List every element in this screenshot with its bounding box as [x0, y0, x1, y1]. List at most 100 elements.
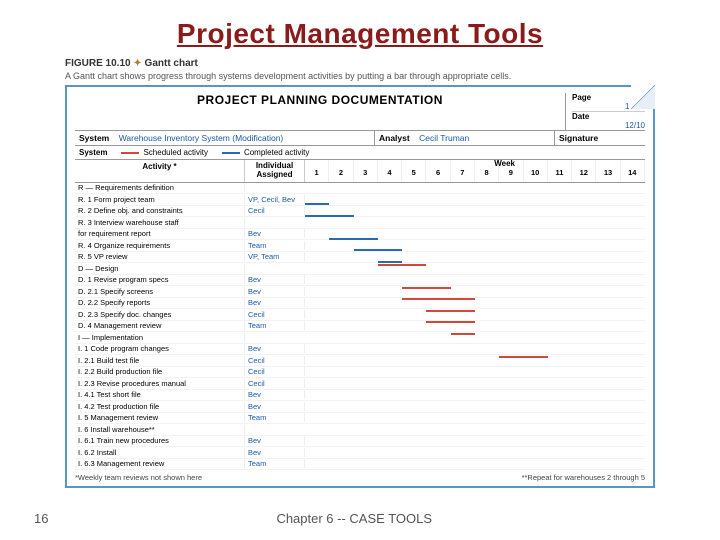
activity-cell: R. 1 Form project team	[75, 195, 245, 204]
assigned-cell: Bev	[245, 229, 305, 238]
activity-cell: I. 6 Install warehouse**	[75, 425, 245, 434]
activity-cell: I. 6.3 Management review	[75, 459, 245, 468]
week-cell: 1	[305, 160, 329, 182]
table-row: R. 5 VP reviewVP, Team	[75, 252, 645, 264]
figure-label: FIGURE 10.10 ✦ Gantt chart	[65, 58, 655, 69]
legend-scheduled-label: Scheduled activity	[143, 148, 207, 157]
assigned-cell: Team	[245, 459, 305, 468]
table-row: I. 6 Install warehouse**	[75, 424, 645, 436]
table-row: R. 2 Define obj. and constraintsCecil	[75, 206, 645, 218]
table-row: I. 2.2 Build production fileCecil	[75, 367, 645, 379]
activity-cell: I. 4.1 Test short file	[75, 390, 245, 399]
legend: System Scheduled activity Completed acti…	[75, 146, 645, 160]
activity-cell: D. 2.1 Specify screens	[75, 287, 245, 296]
week-label: Week	[494, 159, 515, 168]
activity-cell: I. 5 Management review	[75, 413, 245, 422]
activity-cell: R. 4 Organize requirements	[75, 241, 245, 250]
date-label: Date	[572, 112, 589, 121]
date-value: 12/10	[572, 121, 645, 130]
analyst-label: Analyst	[379, 133, 410, 143]
table-row: I. 4.2 Test production fileBev	[75, 401, 645, 413]
analyst-value: Cecil Truman	[419, 133, 469, 143]
table-row: D. 2.3 Specify doc. changesCecil	[75, 309, 645, 321]
gantt-bar	[305, 203, 329, 205]
document-title: PROJECT PLANNING DOCUMENTATION	[75, 93, 565, 107]
activity-cell: I. 6.1 Train new procedures	[75, 436, 245, 445]
gantt-rows: R — Requirements definitionR. 1 Form pro…	[75, 183, 645, 471]
gantt-bar	[378, 264, 427, 266]
assigned-cell: Cecil	[245, 367, 305, 376]
assigned-cell: Cecil	[245, 206, 305, 215]
activity-cell: I. 2.3 Revise procedures manual	[75, 379, 245, 388]
table-row: for requirement reportBev	[75, 229, 645, 241]
gantt-bar	[451, 333, 475, 335]
gantt-bar	[426, 321, 475, 323]
week-cell: 7	[451, 160, 475, 182]
assigned-cell: Bev	[245, 436, 305, 445]
system-value: Warehouse Inventory System (Modification…	[119, 133, 284, 143]
week-cell: 12	[572, 160, 596, 182]
activity-cell: D. 4 Management review	[75, 321, 245, 330]
week-cell: 4	[378, 160, 402, 182]
footnotes: *Weekly team reviews not shown here **Re…	[75, 470, 645, 482]
table-row: I. 6.3 Management reviewTeam	[75, 459, 645, 471]
assigned-cell: Team	[245, 321, 305, 330]
system-label-2: System	[79, 148, 107, 157]
legend-scheduled: Scheduled activity	[121, 148, 207, 157]
table-row: R. 3 Interview warehouse staff	[75, 217, 645, 229]
activity-cell: I. 4.2 Test production file	[75, 402, 245, 411]
table-row: D. 2.2 Specify reportsBev	[75, 298, 645, 310]
table-row: I. 5 Management reviewTeam	[75, 413, 645, 425]
table-row: I. 6.2 InstallBev	[75, 447, 645, 459]
week-cell: 2	[329, 160, 353, 182]
assigned-cell: Team	[245, 241, 305, 250]
gantt-bar	[402, 298, 475, 300]
assigned-cell: Bev	[245, 390, 305, 399]
table-row: I. 2.3 Revise procedures manualCecil	[75, 378, 645, 390]
assigned-cell: Bev	[245, 344, 305, 353]
page-number: 16	[0, 511, 48, 526]
activity-cell: R. 5 VP review	[75, 252, 245, 261]
table-row: I. 1 Code program changesBev	[75, 344, 645, 356]
figure-caption: A Gantt chart shows progress through sys…	[65, 71, 655, 81]
signature-label: Signature	[559, 133, 598, 143]
week-cell: 10	[524, 160, 548, 182]
table-row: D. 4 Management reviewTeam	[75, 321, 645, 333]
gantt-chart: PROJECT PLANNING DOCUMENTATION Page 1 of…	[65, 85, 655, 488]
slide-footer: 16 Chapter 6 -- CASE TOOLS	[0, 511, 720, 526]
activity-cell: I — Implementation	[75, 333, 245, 342]
assigned-cell: VP, Cecil, Bev	[245, 195, 305, 204]
gantt-bar	[354, 249, 403, 251]
table-row: D. 2.1 Specify screensBev	[75, 286, 645, 298]
gantt-bar	[329, 238, 378, 240]
activity-cell: R. 2 Define obj. and constraints	[75, 206, 245, 215]
activity-cell: D. 1 Revise program specs	[75, 275, 245, 284]
figure-name: Gantt chart	[145, 58, 198, 69]
activity-cell: I. 1 Code program changes	[75, 344, 245, 353]
header-info-row: System Warehouse Inventory System (Modif…	[75, 130, 645, 146]
table-row: I. 2.1 Build test fileCecil	[75, 355, 645, 367]
table-row: I — Implementation	[75, 332, 645, 344]
assigned-cell: Cecil	[245, 356, 305, 365]
star-icon: ✦	[133, 58, 141, 69]
activity-cell: D. 2.2 Specify reports	[75, 298, 245, 307]
week-cell: 13	[596, 160, 620, 182]
legend-completed: Completed activity	[222, 148, 309, 157]
activity-cell: for requirement report	[75, 229, 245, 238]
table-row: R. 4 Organize requirementsTeam	[75, 240, 645, 252]
scheduled-swatch	[121, 152, 139, 154]
page-label: Page	[572, 93, 591, 102]
figure-number: FIGURE 10.10	[65, 58, 131, 69]
page-corner-icon	[631, 85, 655, 109]
slide-title: Project Management Tools	[0, 0, 720, 58]
activity-cell: D. 2.3 Specify doc. changes	[75, 310, 245, 319]
col-activity: Activity *	[75, 160, 245, 182]
table-row: I. 6.1 Train new proceduresBev	[75, 436, 645, 448]
table-row: R. 1 Form project teamVP, Cecil, Bev	[75, 194, 645, 206]
assigned-cell: Bev	[245, 298, 305, 307]
table-row: D. 1 Revise program specsBev	[75, 275, 645, 287]
assigned-cell: Bev	[245, 287, 305, 296]
table-row: R — Requirements definition	[75, 183, 645, 195]
footnote-left: *Weekly team reviews not shown here	[75, 473, 202, 482]
week-cell: 3	[354, 160, 378, 182]
